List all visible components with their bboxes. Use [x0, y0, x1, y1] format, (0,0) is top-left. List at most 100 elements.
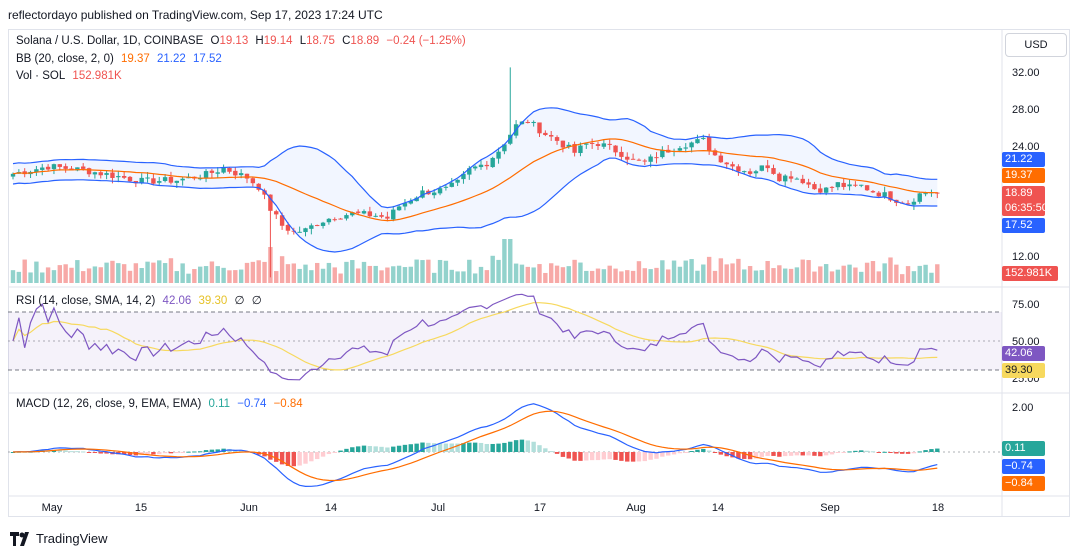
tradingview-footer[interactable]: TradingView — [10, 531, 108, 546]
macd-histogram-bar — [274, 452, 279, 462]
last-price-value: 18.89 — [1005, 187, 1033, 199]
candle-body — [917, 193, 922, 202]
volume-bar — [408, 266, 413, 283]
volume-bar — [203, 266, 209, 283]
candle-body — [443, 186, 449, 188]
candle-body — [923, 193, 928, 195]
candle-body — [829, 186, 835, 188]
bb-legend[interactable]: BB (20, close, 2, 0) 19.37 21.22 17.52 — [16, 53, 226, 65]
bb-upper-line — [12, 107, 938, 209]
volume-bar — [747, 266, 753, 283]
time-axis-label: 18 — [932, 502, 944, 514]
candle-body — [396, 206, 402, 211]
volume-bar — [291, 263, 296, 283]
volume-bar — [671, 260, 677, 283]
macd-histogram-bar — [566, 452, 571, 459]
volume-bar — [660, 260, 665, 283]
candle-body — [905, 203, 911, 205]
candle-body — [765, 165, 770, 169]
candle-body — [794, 178, 800, 180]
macd-histogram-bar — [905, 452, 911, 454]
candle-body — [864, 185, 870, 191]
volume-bar — [730, 263, 735, 283]
macd-histogram-bar — [332, 452, 337, 453]
volume-bar — [262, 261, 267, 283]
time-axis-label: 14 — [712, 502, 724, 514]
macd-hist-tag: 0.11 — [1002, 441, 1045, 456]
macd-histogram-bar — [818, 452, 823, 457]
volume-bar — [186, 273, 191, 283]
candle-body — [244, 173, 250, 179]
candle-body — [391, 209, 396, 220]
volume-bar — [818, 266, 823, 283]
volume-bar — [133, 263, 139, 283]
currency-button[interactable]: USD — [1005, 33, 1067, 57]
volume-bar — [677, 266, 683, 283]
macd-histogram-bar — [823, 452, 829, 456]
macd-histogram-bar — [777, 452, 782, 457]
rsi-legend[interactable]: RSI (14, close, SMA, 14, 2) 42.06 39.30 … — [16, 293, 266, 307]
macd-histogram-bar — [625, 452, 630, 462]
volume-bar — [683, 260, 688, 283]
volume-bar — [701, 264, 706, 283]
macd-histogram-bar — [75, 451, 80, 453]
volume-bar — [373, 265, 378, 283]
volume-bar — [192, 269, 197, 283]
candle-body — [613, 145, 618, 153]
volume-bar — [162, 263, 168, 283]
volume-bar — [385, 267, 390, 283]
volume-bar — [864, 262, 870, 283]
bb-background — [13, 107, 938, 252]
macd-histogram-bar — [560, 452, 566, 457]
volume-bar — [338, 273, 343, 283]
volume-bar — [560, 267, 566, 283]
price-axis-tick: 12.00 — [1012, 251, 1040, 263]
volume-bar — [923, 264, 928, 283]
volume-bar — [98, 267, 103, 283]
macd-label: MACD (12, 26, close, 9, EMA, EMA) — [16, 398, 202, 410]
volume-bar — [426, 259, 431, 283]
volume-bar — [753, 270, 759, 283]
volume-bar — [847, 264, 852, 283]
macd-histogram-bar — [513, 440, 519, 452]
candle-body — [338, 218, 343, 220]
volume-bar — [823, 264, 829, 283]
macd-histogram-bar — [508, 441, 513, 452]
macd-histogram-bar — [10, 452, 16, 453]
macd-legend[interactable]: MACD (12, 26, close, 9, EMA, EMA) 0.11 −… — [16, 398, 307, 410]
volume-bar — [81, 271, 86, 283]
volume-bar — [706, 256, 712, 283]
symbol-name[interactable]: Solana / U.S. Dollar, 1D, COINBASE — [16, 35, 204, 47]
volume-bar — [57, 265, 62, 283]
candle-body — [853, 184, 858, 186]
volume-bar — [63, 264, 68, 283]
volume-bar — [841, 265, 846, 283]
candle-body — [560, 140, 566, 148]
macd-histogram-bar — [742, 452, 747, 459]
candle-body — [209, 170, 215, 173]
candle-body — [566, 144, 571, 147]
volume-bar — [794, 267, 800, 283]
candle-body — [788, 176, 794, 179]
candle-body — [215, 172, 220, 174]
volume-bar — [584, 270, 589, 283]
macd-histogram-bar — [794, 452, 800, 456]
candle-body — [742, 171, 747, 173]
candle-body — [180, 178, 185, 181]
candle-body — [221, 167, 226, 173]
macd-histogram-bar — [309, 452, 314, 462]
macd-axis-tick: 2.00 — [1012, 402, 1033, 414]
macd-histogram-bar — [326, 452, 332, 455]
volume-bar — [853, 267, 858, 283]
macd-histogram-bar — [502, 442, 507, 452]
candle-body — [116, 176, 121, 178]
candle-body — [478, 164, 484, 168]
volume-legend[interactable]: Vol · SOL 152.981K — [16, 70, 126, 82]
volume-bar — [16, 271, 22, 283]
volume-bar — [870, 261, 876, 283]
macd-histogram-bar — [192, 451, 197, 453]
macd-histogram-bar — [835, 452, 841, 453]
macd-histogram-bar — [572, 452, 577, 461]
chart-frame — [8, 29, 1070, 517]
